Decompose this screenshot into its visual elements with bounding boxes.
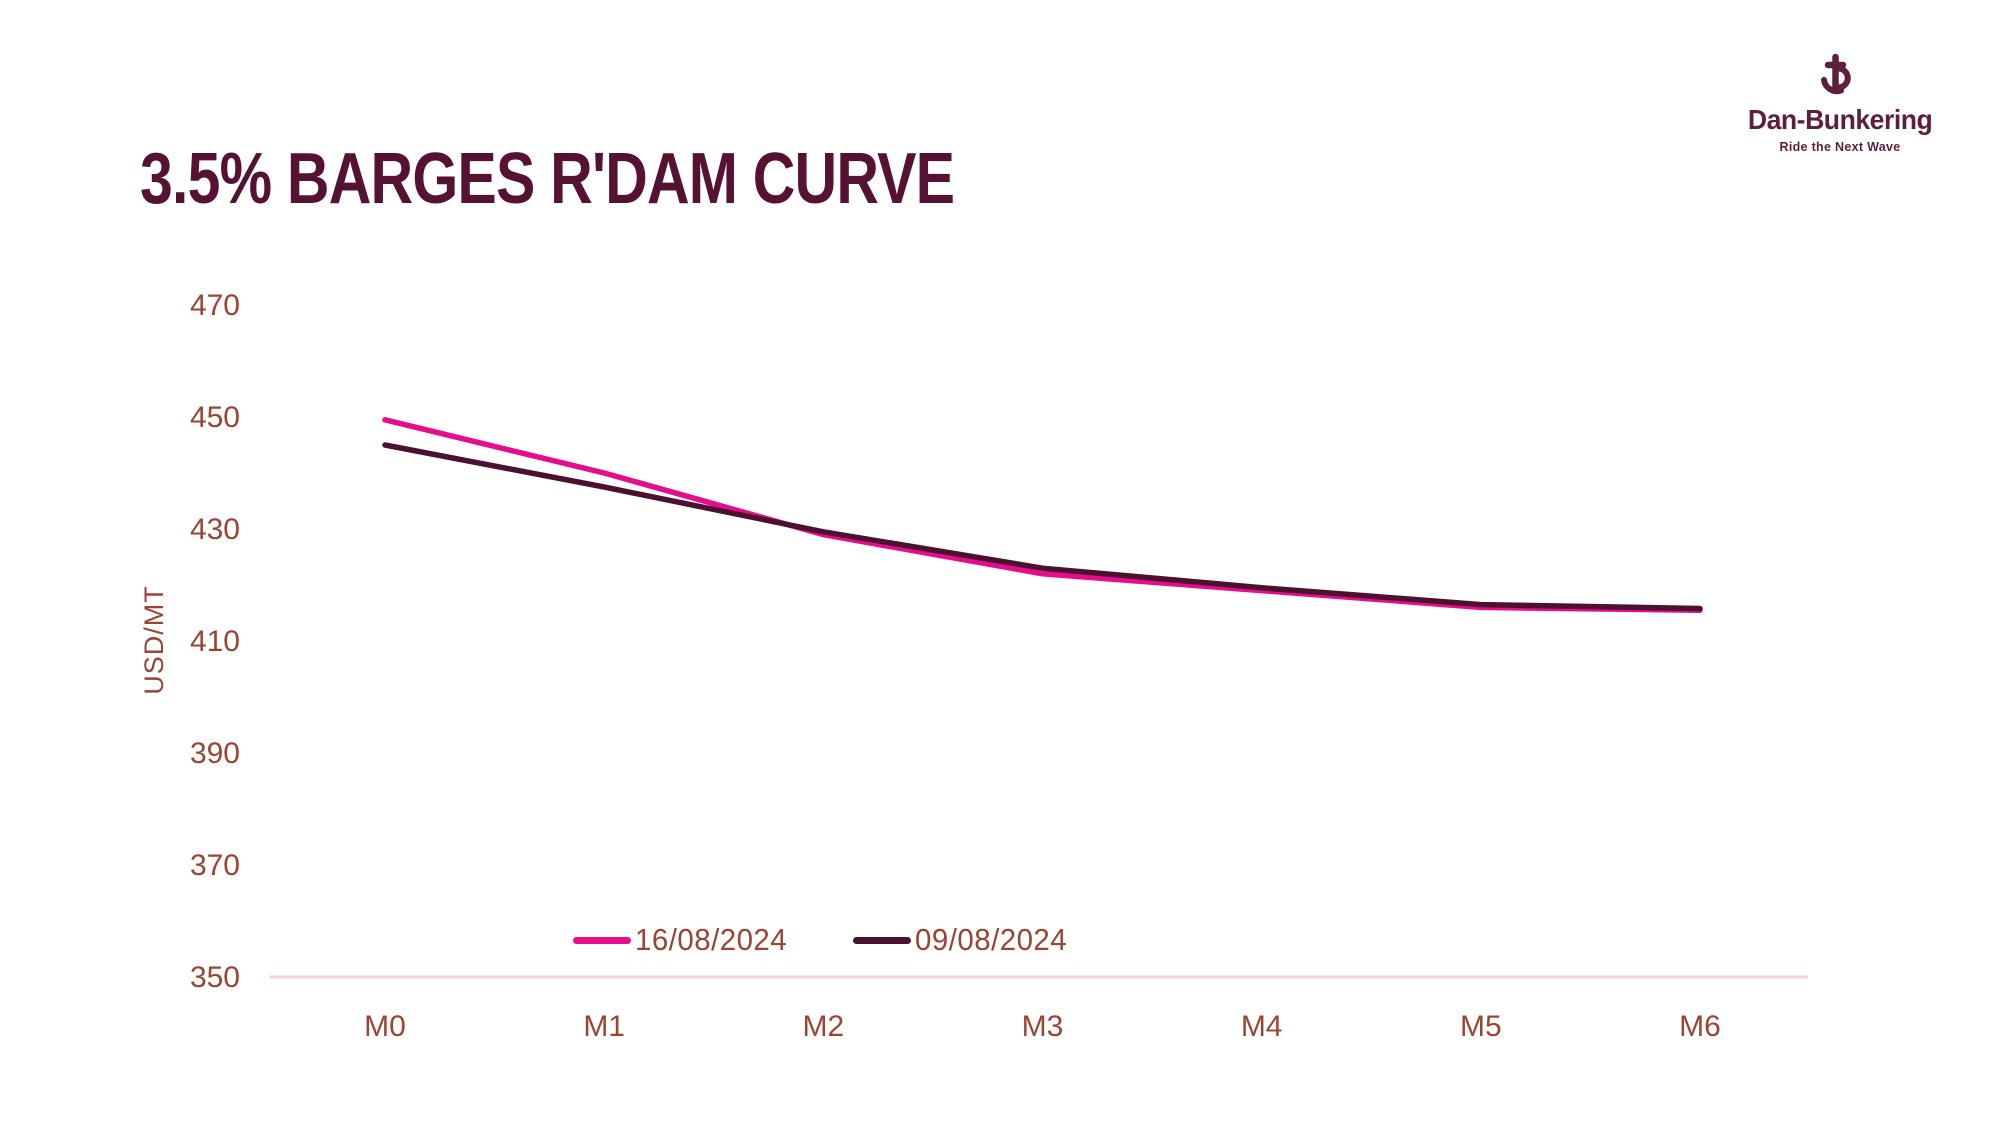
brand-tagline: Ride the Next Wave: [1779, 140, 1901, 154]
legend-item-series-1: 09/08/2024: [853, 922, 1075, 958]
legend-label-series-0: 16/08/2024: [635, 922, 788, 957]
anchor-icon: [1821, 53, 1851, 95]
x-axis-label: M6: [1679, 1010, 1721, 1043]
legend-swatch-series-0: [573, 936, 631, 944]
x-axis-label: M2: [802, 1010, 844, 1043]
chart-legend: 16/08/2024 09/08/2024: [573, 922, 1075, 958]
legend-swatch-series-1: [853, 936, 912, 944]
series-line-1: [382, 442, 1703, 612]
brand-name: Dan-Bunkering: [1747, 104, 1933, 135]
y-tick-label: 470: [190, 289, 240, 322]
y-axis-title: USD/MT: [139, 585, 169, 695]
x-axis-label: M4: [1241, 1010, 1283, 1043]
y-tick-label: 410: [190, 625, 240, 658]
y-tick-label: 370: [190, 849, 240, 882]
x-axis-label: M5: [1460, 1010, 1502, 1043]
page-title: 3.5% BARGES R'DAM CURVE: [140, 139, 955, 219]
y-tick-label: 450: [190, 401, 240, 434]
y-tick-label: 430: [190, 513, 240, 546]
brand-logo: Dan-Bunkering Ride the Next Wave: [1740, 52, 1940, 154]
x-axis-label: M0: [364, 1010, 406, 1043]
y-tick-label: 390: [190, 737, 240, 770]
series-line-0: [382, 417, 1703, 613]
legend-label-series-1: 09/08/2024: [915, 922, 1068, 957]
x-axis-label: M3: [1022, 1010, 1064, 1043]
legend-item-series-0: 16/08/2024: [573, 922, 795, 958]
y-tick-label: 350: [190, 961, 240, 994]
x-axis-label: M1: [583, 1010, 625, 1043]
